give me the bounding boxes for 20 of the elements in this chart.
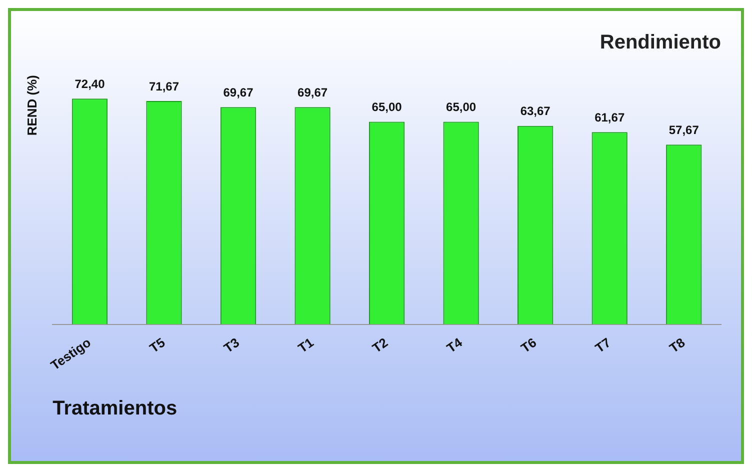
data-label: 69,67 [223, 86, 254, 100]
chart-title: Rendimiento [600, 32, 721, 54]
data-label: 65,00 [372, 100, 402, 114]
x-tick-label: T6 [518, 334, 540, 356]
x-tick-label: T1 [295, 334, 316, 356]
x-axis-title: Tratamientos [52, 398, 178, 420]
x-tick-label: T4 [444, 334, 466, 356]
data-label: 61,67 [594, 110, 625, 124]
x-tick-label: T7 [592, 334, 614, 356]
data-label: 57,67 [668, 122, 700, 137]
data-label: 72,40 [74, 76, 106, 91]
x-tick-label: T5 [146, 334, 168, 356]
data-label: 65,00 [446, 100, 476, 114]
x-tick-label: T8 [666, 334, 688, 356]
data-label: 63,67 [520, 104, 551, 118]
y-axis-title: REND (%) [24, 75, 40, 136]
data-label: 69,67 [298, 86, 328, 100]
data-label: 71,67 [148, 79, 180, 94]
x-tick-label: T2 [370, 334, 391, 356]
x-tick-label: T3 [221, 334, 242, 356]
